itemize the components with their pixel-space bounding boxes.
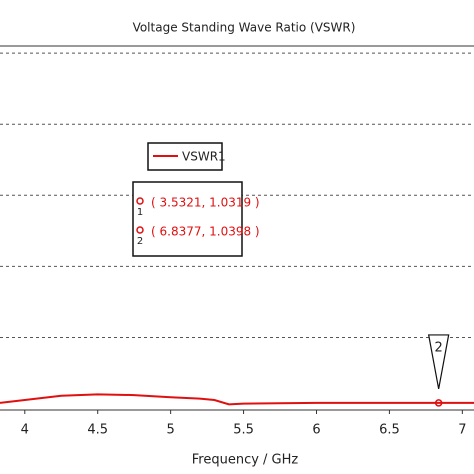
x-tick-label: 5.5 (233, 423, 254, 438)
chart-title: Voltage Standing Wave Ratio (VSWR) (133, 21, 356, 35)
marker-table (132, 181, 243, 257)
marker-flag (427, 334, 450, 390)
x-tick-label: 6 (312, 423, 320, 438)
marker-point (434, 399, 443, 407)
x-axis-label: Frequency / GHz (192, 453, 299, 468)
x-tick-label: 6.5 (379, 423, 400, 438)
marker-label: ( 3.5321, 1.0319 ) (151, 196, 260, 210)
x-tick-label: 7 (458, 423, 466, 438)
marker-name: 2 (137, 236, 143, 247)
x-tick-label: 4.5 (87, 423, 108, 438)
marker-icon (136, 197, 144, 205)
legend-label: VSWR1 (182, 150, 226, 164)
x-tick-label: 4 (21, 423, 29, 438)
x-tick-label: 5 (166, 423, 174, 438)
marker-flag-label: 2 (435, 340, 443, 355)
marker-icon (136, 226, 144, 234)
marker-name: 1 (137, 207, 143, 218)
series-line (0, 393, 474, 406)
marker-label: ( 6.8377, 1.0398 ) (151, 225, 260, 239)
